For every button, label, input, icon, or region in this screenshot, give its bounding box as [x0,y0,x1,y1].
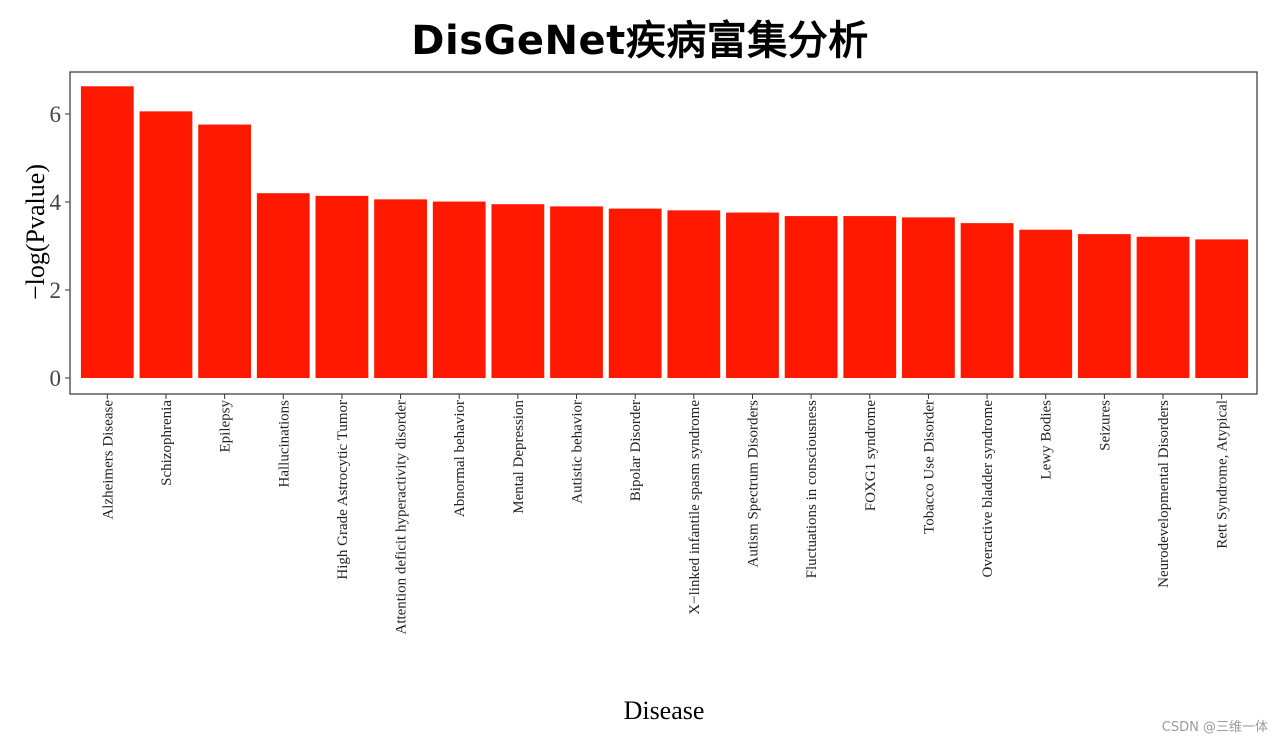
bar-15 [902,217,955,378]
y-axis: 0 2 4 6 [50,102,70,391]
x-tick-label-1: Alzheimers Disease [100,400,116,520]
x-tick-label-8: Mental Depression [511,400,527,514]
bar-14 [843,216,897,378]
x-tick-label-19: Neurodevelopmental Disorders [1156,400,1172,588]
x-tick-label-14: FOXG1 syndrome [863,400,879,512]
bar-19 [1136,236,1190,378]
y-tick-label-6: 6 [50,102,62,127]
bar-17 [1019,229,1073,378]
x-tick-label-13: Fluctuations in consciousness [804,400,820,578]
x-tick-label-4: Hallucinations [276,400,292,488]
x-tick-label-9: Autistic behavior [570,400,586,504]
y-axis-label: −log(Pvalue) [21,164,50,300]
x-tick-label-10: Bipolar Disorder [628,400,644,501]
bar-3 [198,124,252,378]
watermark: CSDN @三维一体 [1161,720,1268,735]
x-tick-label-6: Attention deficit hyperactivity disorder [394,400,410,635]
bar-16 [960,223,1014,378]
x-tick-label-5: High Grade Astrocytic Tumor [335,400,351,580]
bar-10 [608,208,662,378]
x-tick-label-2: Schizophrenia [159,400,175,486]
x-tick-label-3: Epilepsy [218,400,234,453]
x-tick-label-7: Abnormal behavior [452,400,468,517]
chart-title: DisGeNet疾病富集分析 [411,18,869,64]
x-tick-label-18: Seizures [1097,400,1113,451]
bar-8 [491,204,545,378]
x-axis: Alzheimers Disease Schizophrenia Epilepsy H… [100,394,1231,635]
x-tick-label-15: Tobacco Use Disorder [921,400,937,534]
bar-5 [315,195,369,378]
x-tick-label-16: Overactive bladder syndrome [980,400,996,578]
x-tick-label-12: Autism Spectrum Disorders [746,400,762,568]
x-axis-label: Disease [624,696,705,725]
y-tick-label-2: 2 [50,278,62,303]
bar-2 [139,111,193,379]
bar-6 [374,199,427,378]
bar-12 [726,212,779,378]
bar-11 [667,210,721,378]
bar-9 [550,206,603,378]
x-tick-label-20: Rett Syndrome, Atypical [1215,400,1231,549]
x-tick-label-11: X−linked infantile spasm syndrome [687,400,703,615]
bar-1 [80,86,134,378]
bar-18 [1077,234,1131,378]
y-tick-label-0: 0 [50,366,62,391]
bar-7 [432,201,486,378]
bars-group [80,86,1249,379]
bar-13 [784,216,838,378]
y-tick-label-4: 4 [50,190,62,215]
bar-4 [256,193,310,378]
x-tick-label-17: Lewy Bodies [1039,400,1055,480]
bar-20 [1195,239,1249,378]
